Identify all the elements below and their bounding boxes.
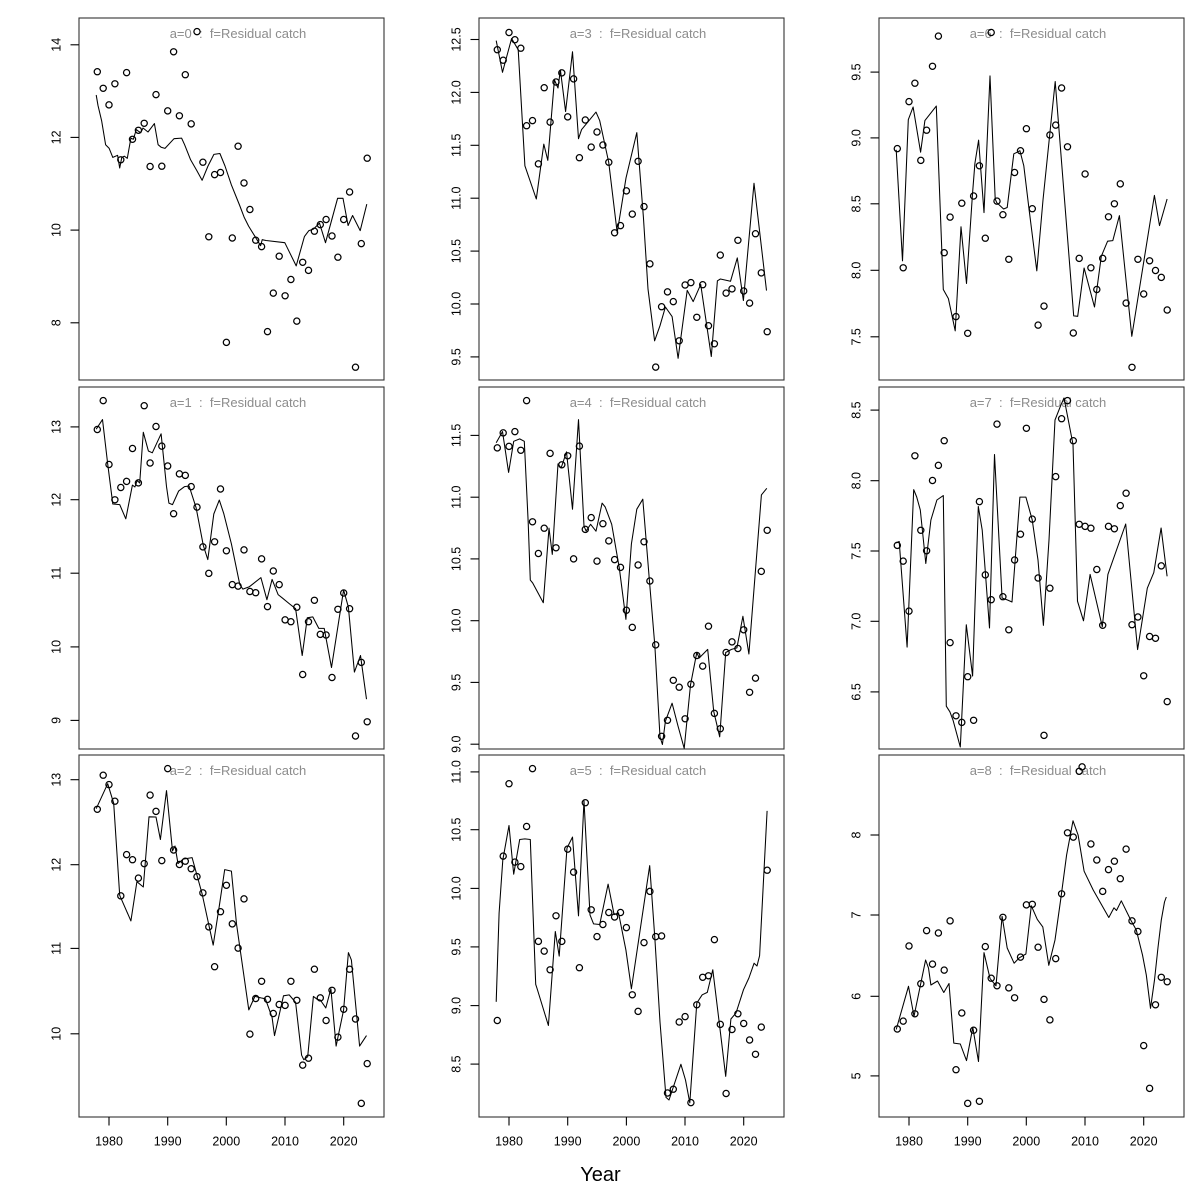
svg-text:a=3 : f=Residual catch: a=3 : f=Residual catch: [570, 26, 707, 41]
svg-text:9.0: 9.0: [850, 129, 864, 146]
svg-text:8.0: 8.0: [850, 472, 864, 489]
svg-text:10.0: 10.0: [450, 876, 464, 900]
svg-text:9.5: 9.5: [450, 938, 464, 955]
svg-text:1990: 1990: [554, 1135, 582, 1149]
svg-text:1990: 1990: [954, 1135, 982, 1149]
svg-text:1980: 1980: [495, 1135, 523, 1149]
svg-text:8: 8: [850, 831, 864, 838]
svg-text:8.5: 8.5: [850, 195, 864, 212]
svg-text:11.5: 11.5: [450, 424, 464, 447]
svg-text:1980: 1980: [95, 1135, 123, 1149]
svg-text:Year: Year: [580, 1164, 621, 1186]
svg-text:9.5: 9.5: [850, 63, 864, 80]
svg-text:9.0: 9.0: [450, 997, 464, 1014]
svg-text:5: 5: [850, 1072, 864, 1079]
svg-text:2000: 2000: [612, 1135, 640, 1149]
svg-text:14: 14: [50, 38, 64, 52]
svg-text:12.5: 12.5: [450, 27, 464, 51]
svg-text:13: 13: [50, 420, 64, 434]
svg-text:10.0: 10.0: [450, 292, 464, 316]
svg-text:2020: 2020: [730, 1135, 758, 1149]
svg-text:12: 12: [50, 130, 64, 144]
svg-text:a=1 : f=Residual catch: a=1 : f=Residual catch: [170, 395, 307, 410]
svg-text:9.0: 9.0: [450, 735, 464, 752]
svg-text:a=0 : f=Residual catch: a=0 : f=Residual catch: [170, 26, 307, 41]
svg-text:8.0: 8.0: [850, 262, 864, 279]
svg-text:7.5: 7.5: [850, 542, 864, 559]
svg-text:10: 10: [50, 640, 64, 654]
svg-text:8.5: 8.5: [450, 1055, 464, 1072]
svg-text:10.5: 10.5: [450, 239, 464, 263]
svg-text:10.5: 10.5: [450, 547, 464, 571]
svg-text:11: 11: [50, 567, 64, 580]
svg-text:11: 11: [50, 942, 64, 955]
svg-text:7: 7: [850, 911, 864, 918]
svg-text:12.0: 12.0: [450, 80, 464, 104]
svg-text:12: 12: [50, 493, 64, 507]
svg-text:6.5: 6.5: [850, 683, 864, 700]
svg-text:10: 10: [50, 223, 64, 237]
svg-text:7.0: 7.0: [850, 613, 864, 630]
svg-text:8.5: 8.5: [850, 401, 864, 418]
svg-text:2020: 2020: [1130, 1135, 1158, 1149]
svg-text:11.0: 11.0: [450, 186, 464, 209]
svg-text:2010: 2010: [671, 1135, 699, 1149]
svg-text:a=7 : f=Residual catch: a=7 : f=Residual catch: [970, 395, 1107, 410]
svg-text:a=6 : f=Residual catch: a=6 : f=Residual catch: [970, 26, 1107, 41]
svg-text:9.5: 9.5: [450, 348, 464, 365]
svg-text:1980: 1980: [895, 1135, 923, 1149]
svg-text:10.5: 10.5: [450, 817, 464, 841]
svg-text:2000: 2000: [212, 1135, 240, 1149]
svg-text:10: 10: [50, 1027, 64, 1041]
svg-text:9.5: 9.5: [450, 674, 464, 691]
svg-text:a=4 : f=Residual catch: a=4 : f=Residual catch: [570, 395, 707, 410]
svg-text:2010: 2010: [1071, 1135, 1099, 1149]
svg-text:a=8 : f=Residual catch: a=8 : f=Residual catch: [970, 763, 1107, 778]
svg-text:7.5: 7.5: [850, 328, 864, 345]
svg-text:8: 8: [50, 319, 64, 326]
svg-text:11.0: 11.0: [450, 485, 464, 508]
svg-text:9: 9: [50, 717, 64, 724]
svg-text:a=5 : f=Residual catch: a=5 : f=Residual catch: [570, 763, 707, 778]
svg-text:13: 13: [50, 773, 64, 787]
svg-text:10.0: 10.0: [450, 608, 464, 632]
svg-text:11.0: 11.0: [450, 760, 464, 783]
svg-text:11.5: 11.5: [450, 134, 464, 157]
svg-text:6: 6: [850, 993, 864, 1000]
svg-text:1990: 1990: [154, 1135, 182, 1149]
svg-text:2000: 2000: [1012, 1135, 1040, 1149]
svg-text:a=2 : f=Residual catch: a=2 : f=Residual catch: [170, 763, 307, 778]
svg-text:2010: 2010: [271, 1135, 299, 1149]
svg-text:12: 12: [50, 858, 64, 872]
svg-text:2020: 2020: [330, 1135, 358, 1149]
